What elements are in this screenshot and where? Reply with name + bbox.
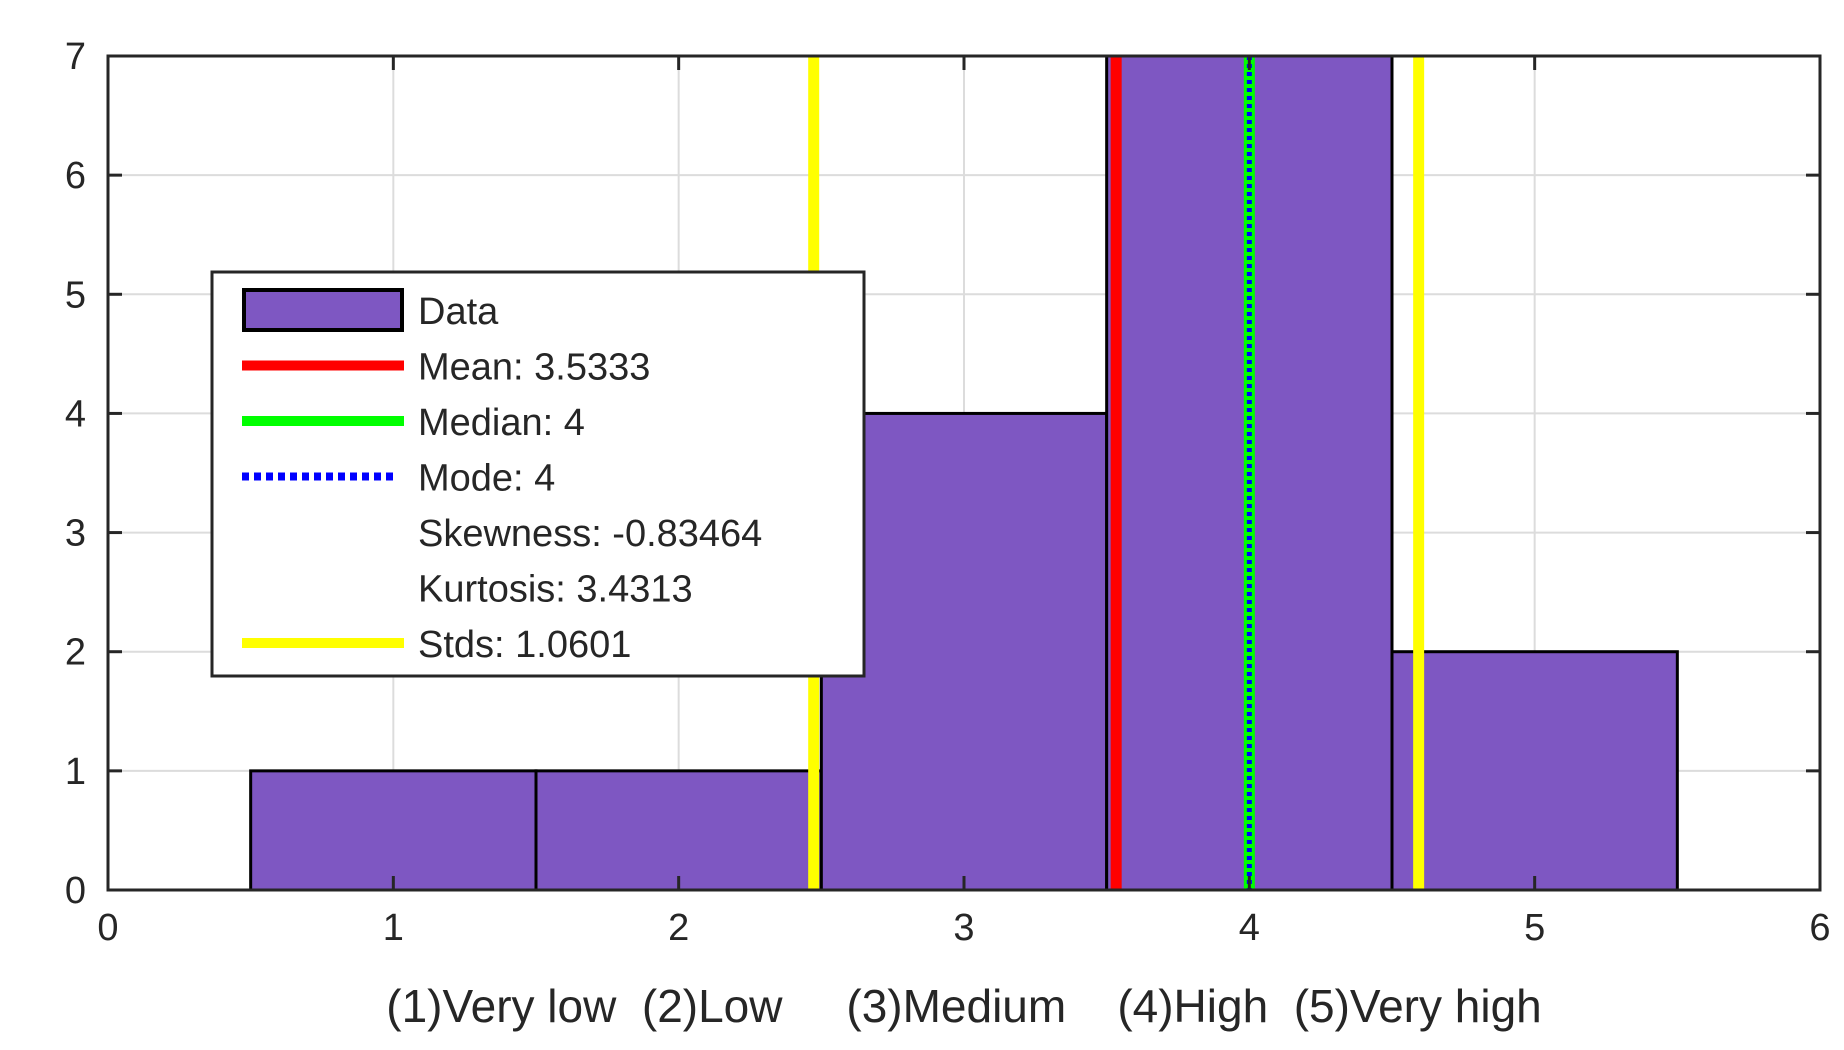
y-tick-label-6: 6 [65,155,86,197]
histogram-bar-2 [534,769,823,892]
tick-labels: 0 1 2 3 4 5 6 0 1 2 3 4 5 6 7 [65,36,1831,949]
y-tick-label-1: 1 [65,751,86,793]
x-tick-label-3: 3 [953,907,974,949]
y-tick-label-5: 5 [65,274,86,316]
legend-label-data: Data [418,291,499,333]
histogram-bar-1 [249,769,538,892]
legend-label-skewness: Skewness: -0.83464 [418,513,762,555]
x-tick-label-2: 2 [668,907,689,949]
legend: Data Mean: 3.5333 Median: 4 Mode: 4 Skewness… [210,270,866,678]
x-tick-label-6: 6 [1809,907,1830,949]
legend-label-mode: Mode: 4 [418,458,555,500]
legend-label-median: Median: 4 [418,402,585,444]
axes [106,54,1822,892]
x-tick-label-1: 1 [383,907,404,949]
legend-label-kurtosis: Kurtosis: 3.4313 [418,569,693,611]
legend-key-data [242,288,404,332]
x-tick-label-5: 5 [1524,907,1545,949]
histogram-bar-3 [819,411,1109,892]
legend-label-stds: Stds: 1.0601 [418,624,631,666]
y-tick-label-2: 2 [65,632,86,674]
legend-label-mean: Mean: 3.5333 [418,347,650,389]
x-tick-label-4: 4 [1239,907,1260,949]
x-tick-label-0: 0 [97,907,118,949]
x-axis-label: (1)Very low (2)Low (3)Medium (4)High (5)… [386,980,1541,1032]
y-tick-label-0: 0 [65,870,86,912]
y-tick-label-4: 4 [65,393,86,435]
y-tick-label-7: 7 [65,36,86,78]
y-tick-label-3: 3 [65,513,86,555]
histogram-bar-5 [1390,650,1679,892]
